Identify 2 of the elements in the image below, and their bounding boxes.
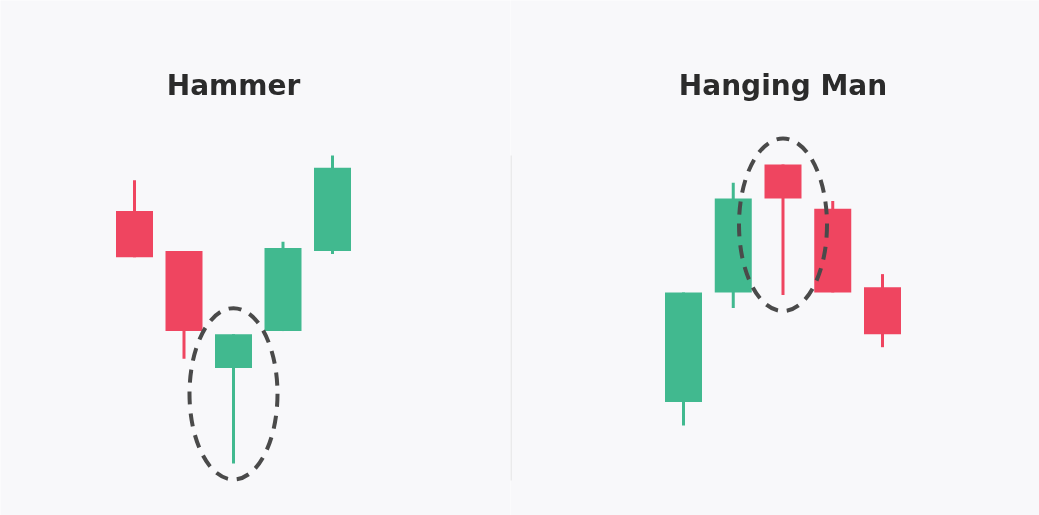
chart-title: Hammer — [166, 69, 301, 102]
chart-title: Hanging Man — [678, 69, 888, 102]
